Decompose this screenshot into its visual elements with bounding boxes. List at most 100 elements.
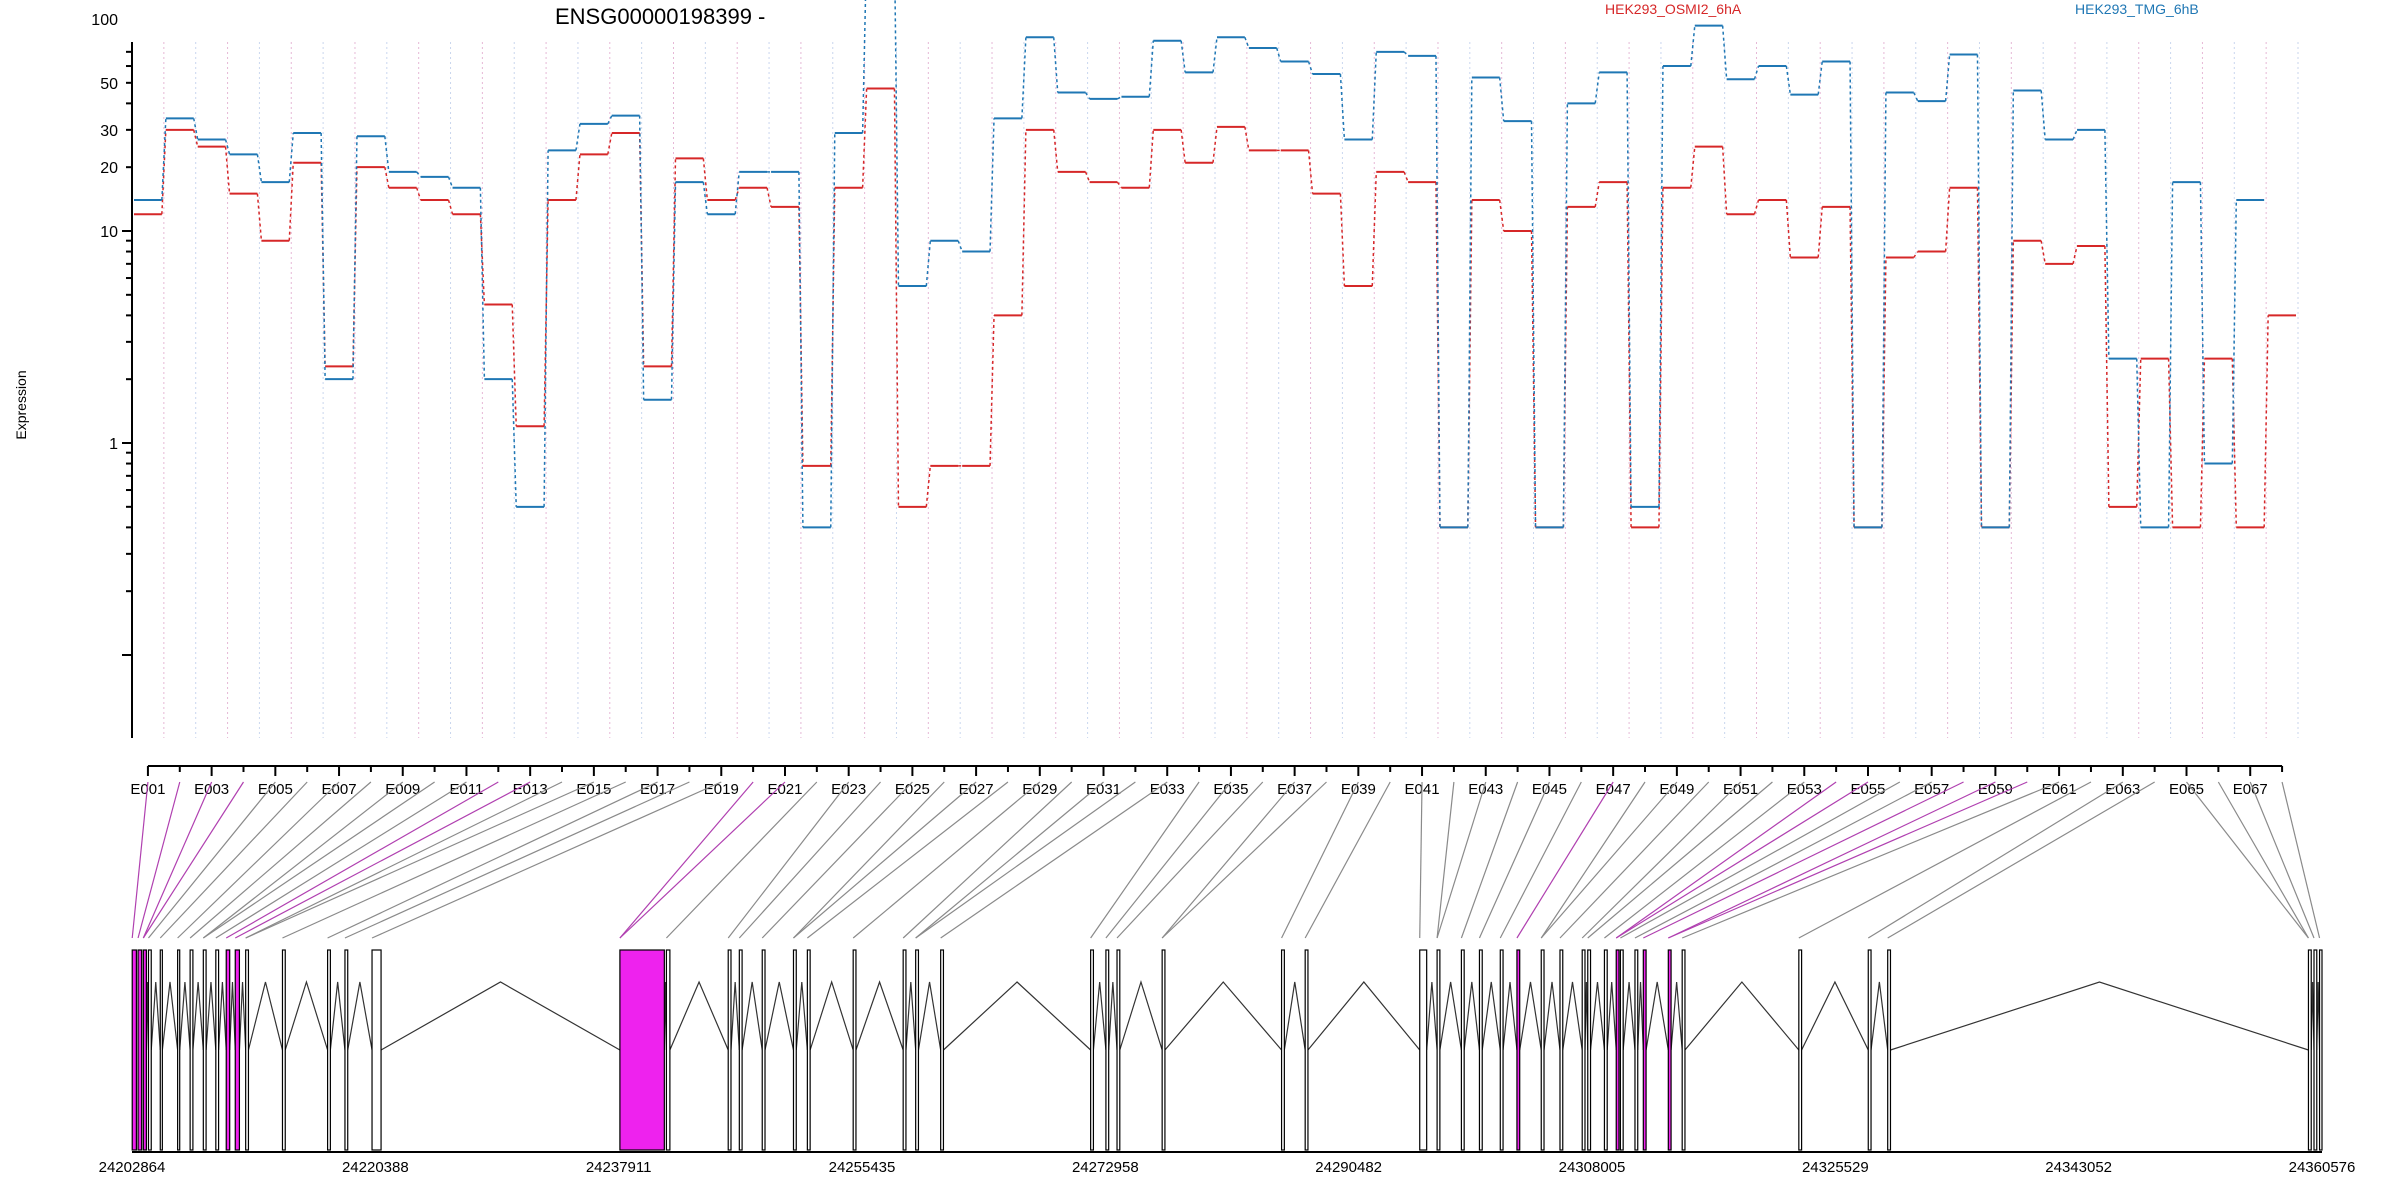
exon-box [1615,949,1620,1151]
data-connector [2040,90,2046,140]
data-connector [1944,54,1951,102]
data-connector [2231,200,2238,464]
intron-line [1092,981,1107,1051]
exon-connector [1643,781,1964,939]
data-connector [1626,72,1632,507]
exon-box [137,949,143,1151]
genome-tick-label: 24237911 [586,1159,652,1176]
intron-line [1119,979,1163,1051]
exon-connector [1798,781,2092,939]
exon-connector [202,781,404,939]
data-connector [447,199,454,215]
data-connector [1753,199,1760,215]
intron-line [1108,981,1118,1051]
exon-box [915,949,920,1151]
data-connector [1275,47,1282,62]
exon-tick-label: E047 [1596,781,1631,798]
exon-box [761,949,766,1151]
data-connector [1244,37,1250,49]
data-connector [384,136,390,172]
y-axis: 110203050100200 [91,12,133,738]
exon-box [1642,949,1647,1151]
data-connector [256,193,263,241]
exon-connector [761,781,913,939]
exon-connector [225,781,499,939]
data-connector [1498,77,1505,122]
genome-tick-label: 24255435 [829,1159,896,1176]
exon-connector [915,781,1104,939]
exon-connector [1090,781,1200,939]
data-connector [1976,54,1983,528]
data-connector [161,118,167,201]
exon-tick-label: E045 [1532,781,1567,798]
intron-line [1801,980,1869,1051]
exon-connector [1540,781,1646,939]
data-connector [224,146,231,194]
exon-box [940,949,945,1151]
exon-connector [1581,781,1741,939]
data-connector [416,171,422,178]
data-connector [1371,171,1378,287]
data-connector [670,182,677,400]
intron-line [179,981,191,1051]
genome-tick-label: 24290482 [1315,1159,1382,1176]
data-connector [1690,25,1696,67]
data-connector [575,123,581,151]
exon-connector [1436,781,1455,939]
exon-connector [1668,781,1996,939]
exon-connector [806,781,1009,939]
data-connector [1212,126,1218,163]
data-connector [2040,240,2046,264]
intron-line [217,981,227,1051]
data-connector [607,132,613,155]
intron-line [1622,981,1636,1051]
exon-tick-label: E043 [1468,781,1503,798]
exon-box [202,949,207,1151]
exon-connector [371,781,722,939]
exon-tick-label: E049 [1659,781,1694,798]
exon-box [902,949,907,1151]
intron-line [1890,981,2309,1051]
data-connector [447,176,454,188]
exon-connector [1116,781,1264,939]
genome-axis: 24202864 24220388 24237911 24255435 24272958… [99,1151,2355,1176]
data-connector [734,171,740,215]
exon-tick-label: E059 [1978,781,2013,798]
data-connector [2104,245,2110,507]
intron-line [380,981,621,1051]
data-connector [1403,51,1409,57]
intron-line [1645,981,1669,1051]
exon-connector [1668,781,2028,939]
data-connector [702,182,709,215]
exon-box [1581,949,1586,1151]
exon-box [1478,949,1483,1151]
exon-tick-label: E021 [767,781,802,798]
exon-tick-label: E007 [322,781,357,798]
intron-line [669,980,729,1051]
exon-tick-label: E017 [640,781,675,798]
exon-connector [327,781,658,939]
exon-connector [137,781,181,939]
exon-box [1436,949,1441,1151]
data-connector [2135,358,2142,528]
intron-line [1519,981,1542,1051]
intron-line [347,981,373,1051]
intron-line [730,981,740,1051]
intron-line [161,981,179,1051]
exon-connector [1887,781,2155,939]
exon-box [1116,949,1121,1151]
exon-connector [738,781,881,939]
exon-connector [1604,781,1805,939]
exon-connector [2249,781,2315,939]
data-connector [798,171,804,528]
data-connector [1307,150,1314,194]
intron-line [809,980,854,1051]
data-connector [1785,199,1792,258]
exon-tick-label: E009 [385,781,420,798]
exon-box [2313,949,2318,1151]
exon-tick-label: E035 [1213,781,1248,798]
data-connector [479,187,486,380]
exon-box [1559,949,1564,1151]
exon-box [852,949,857,1151]
data-connector [2167,358,2174,528]
